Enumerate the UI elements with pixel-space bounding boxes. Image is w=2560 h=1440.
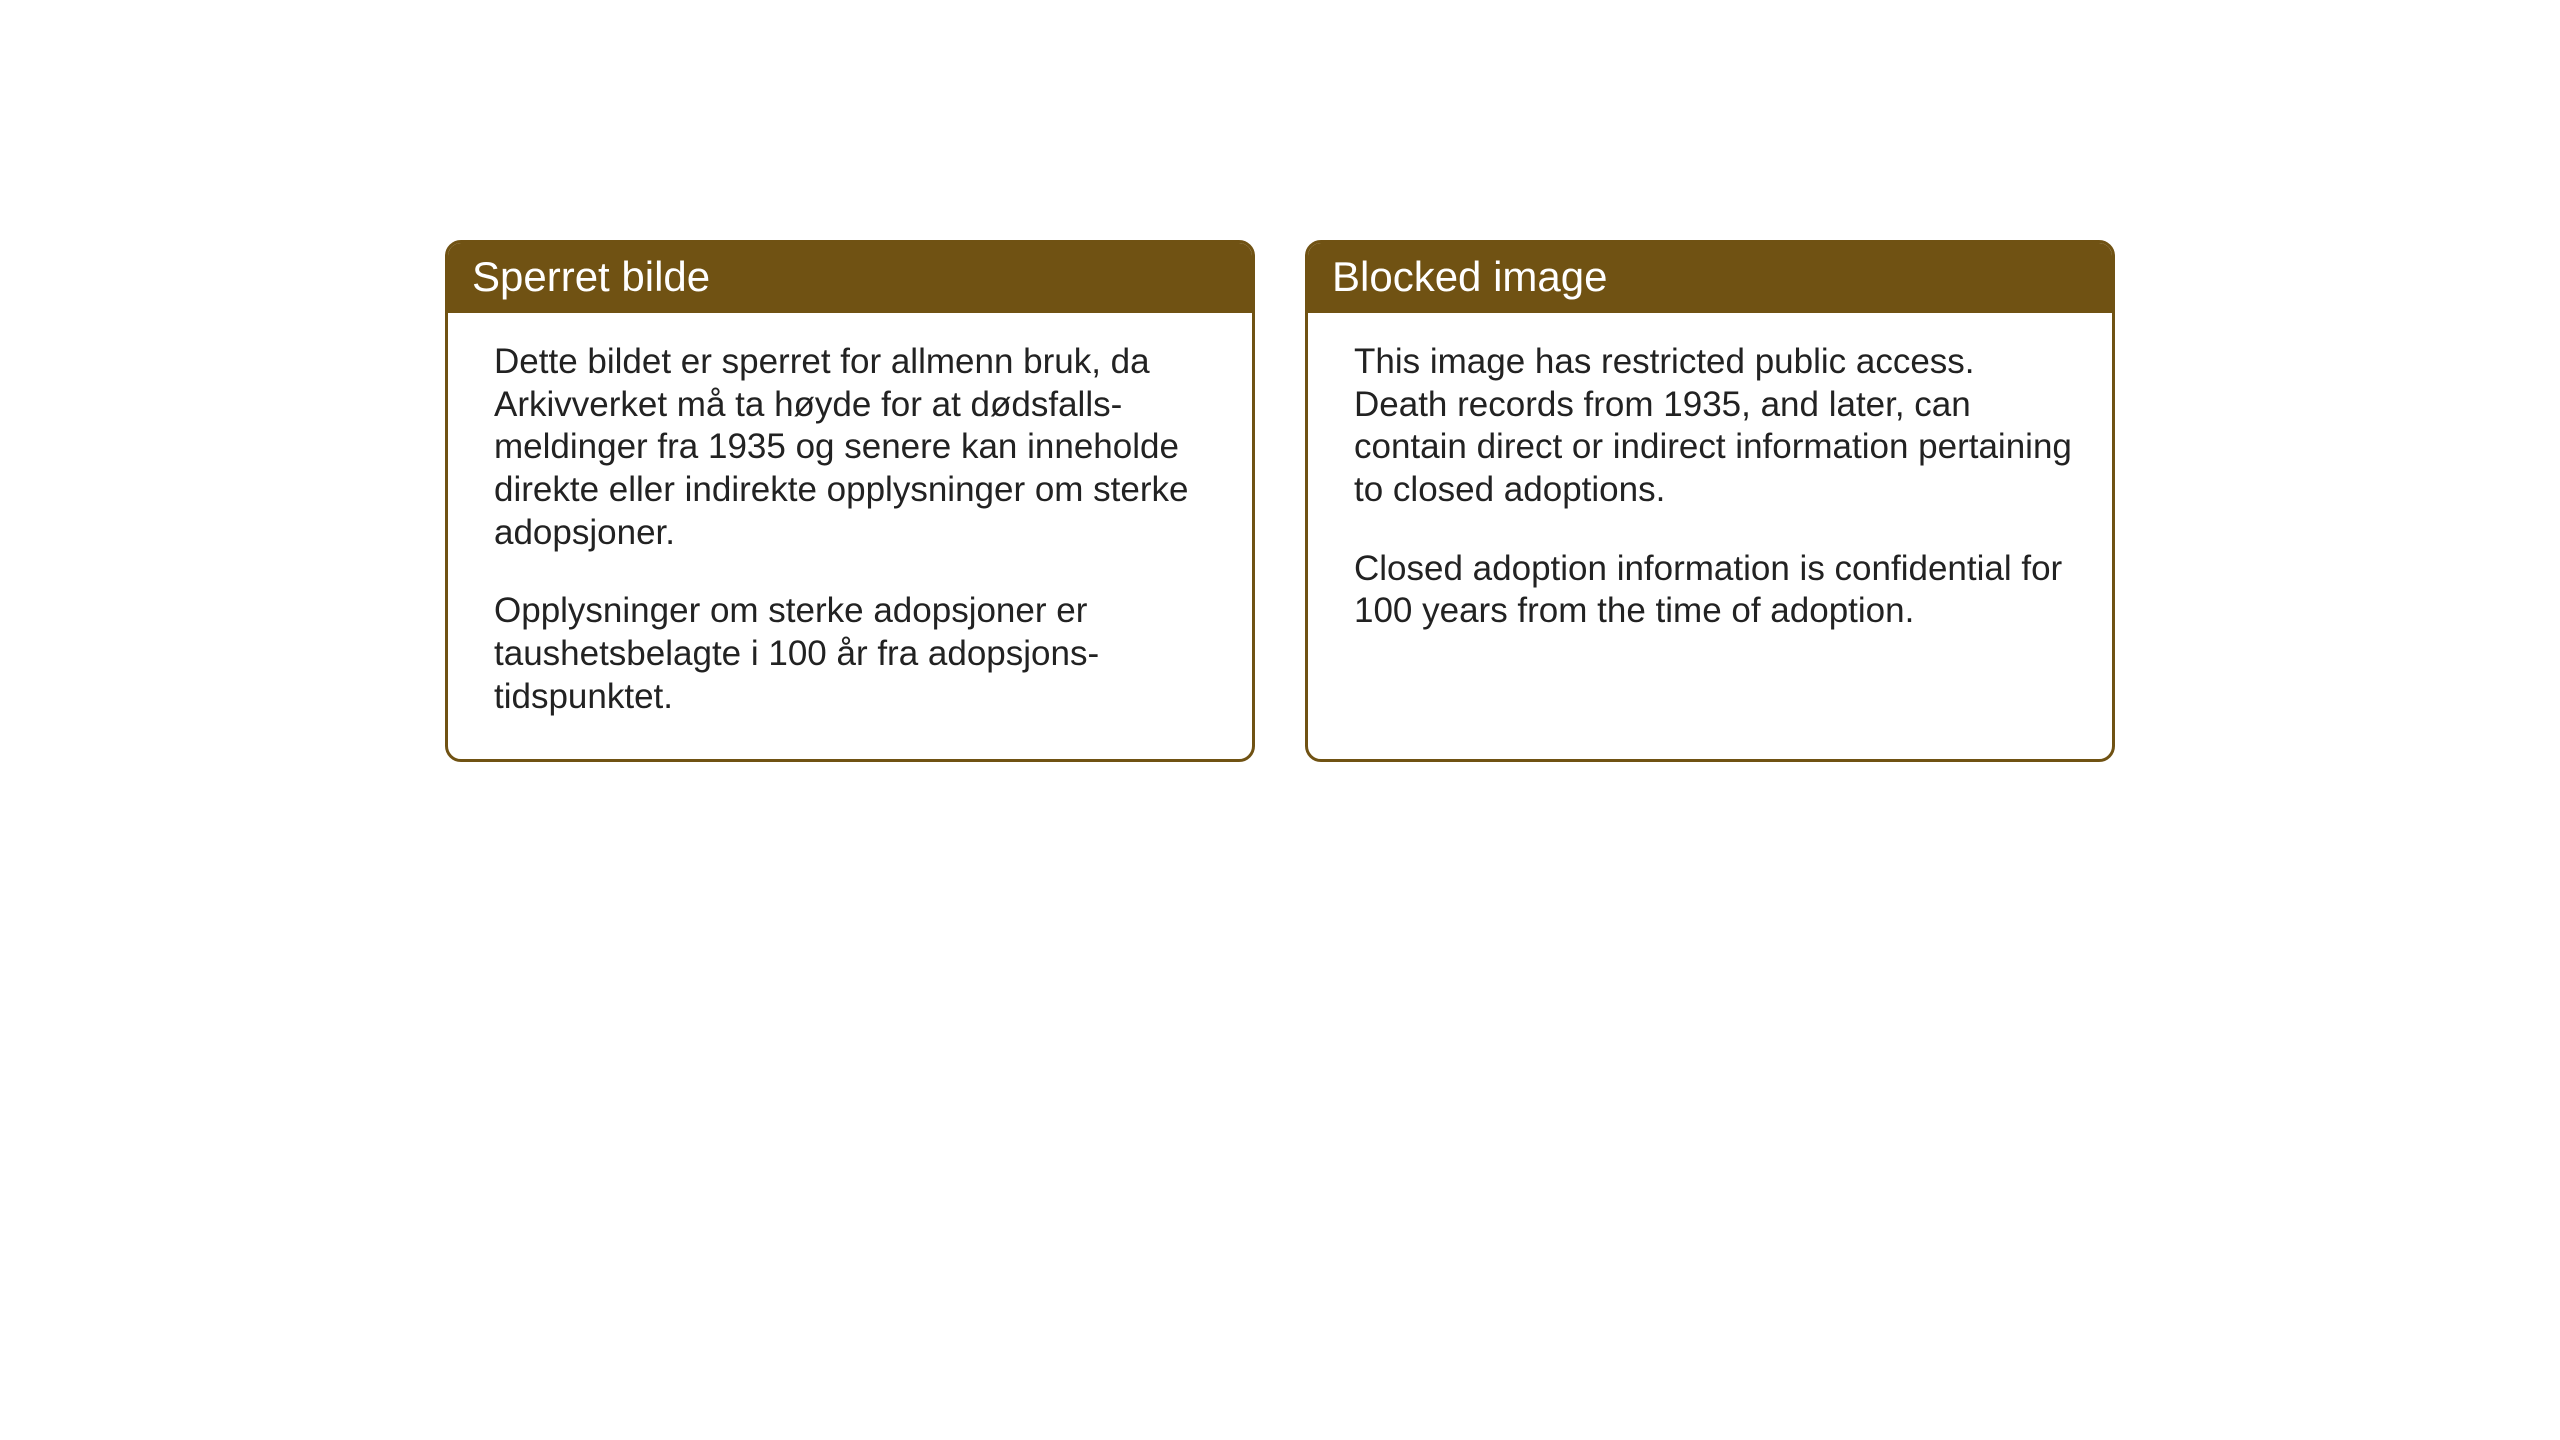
norwegian-card: Sperret bilde Dette bildet er sperret fo… xyxy=(445,240,1255,762)
norwegian-card-body: Dette bildet er sperret for allmenn bruk… xyxy=(448,313,1252,759)
english-card-body: This image has restricted public access.… xyxy=(1308,313,2112,673)
card-container: Sperret bilde Dette bildet er sperret fo… xyxy=(445,240,2115,762)
english-paragraph-1: This image has restricted public access.… xyxy=(1354,341,2072,512)
english-paragraph-2: Closed adoption information is confident… xyxy=(1354,548,2072,633)
norwegian-paragraph-2: Opplysninger om sterke adopsjoner er tau… xyxy=(494,590,1212,718)
norwegian-paragraph-1: Dette bildet er sperret for allmenn bruk… xyxy=(494,341,1212,554)
norwegian-card-title: Sperret bilde xyxy=(448,243,1252,313)
english-card-title: Blocked image xyxy=(1308,243,2112,313)
english-card: Blocked image This image has restricted … xyxy=(1305,240,2115,762)
